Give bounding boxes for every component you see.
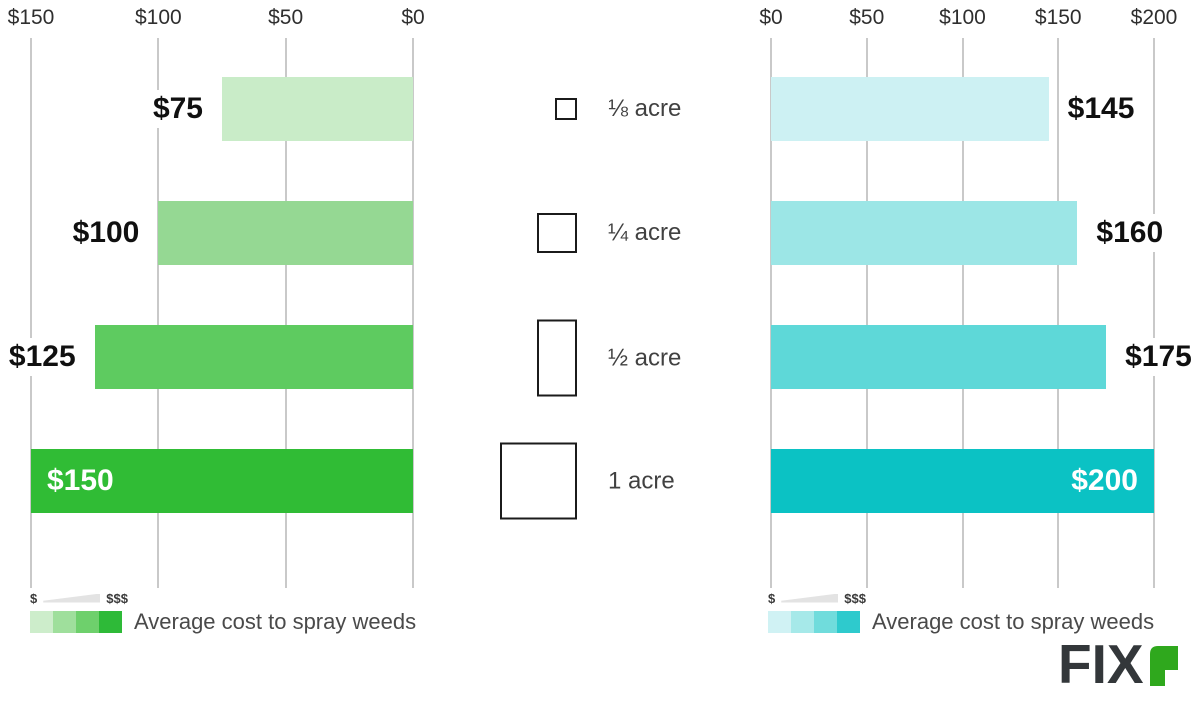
legend-swatch bbox=[30, 611, 53, 633]
size-key-label: 1 acre bbox=[608, 467, 675, 494]
gridline bbox=[412, 38, 414, 588]
gridline bbox=[284, 38, 287, 588]
bar-½-acre bbox=[771, 325, 1107, 389]
legend-row: Average cost to spray weeds bbox=[768, 609, 1154, 635]
fixr-logo: FIX bbox=[1058, 633, 1178, 695]
fixr-logo-text: FIX bbox=[1058, 633, 1144, 695]
bar-¼-acre bbox=[158, 201, 413, 265]
legend-row: Average cost to spray weeds bbox=[30, 609, 416, 635]
fixr-r-glyph bbox=[1149, 646, 1178, 686]
bar-value-label: $145 bbox=[1061, 90, 1141, 128]
price-scale: $ $$$ bbox=[768, 590, 1154, 606]
price-max-label: $$$ bbox=[844, 590, 866, 606]
legend-caption: Average cost to spray weeds bbox=[134, 609, 417, 634]
square-slot bbox=[500, 213, 577, 253]
bar-⅛-acre bbox=[222, 77, 413, 141]
bar-⅛-acre bbox=[771, 77, 1049, 141]
axis-tick-label: $100 bbox=[939, 6, 986, 29]
color-swatches bbox=[30, 611, 122, 633]
price-min-label: $ bbox=[30, 590, 38, 606]
size-key-label: ¼ acre bbox=[608, 219, 682, 246]
bar-value-label: $175 bbox=[1119, 338, 1198, 376]
square-slot bbox=[500, 319, 577, 397]
color-swatches bbox=[768, 611, 860, 633]
legend-swatch bbox=[53, 611, 76, 633]
bar-¼-acre bbox=[771, 201, 1078, 265]
price-wedge-icon bbox=[781, 593, 839, 603]
legend-swatch bbox=[76, 611, 99, 633]
gridline bbox=[865, 38, 868, 588]
bar-1-acre bbox=[31, 449, 413, 513]
size-key-label: ⅛ acre bbox=[608, 95, 682, 122]
size-key-row: ½ acre bbox=[500, 319, 780, 397]
axis-tick-label: $0 bbox=[759, 6, 783, 29]
legend-swatch bbox=[791, 611, 814, 633]
half-acre-square-icon bbox=[537, 319, 577, 397]
bar-½-acre bbox=[94, 325, 413, 389]
bar-value-label: $75 bbox=[146, 90, 209, 128]
axis-tick-label: $100 bbox=[134, 6, 182, 29]
gridline bbox=[1057, 38, 1060, 588]
square-slot bbox=[500, 98, 577, 120]
bar-value-label: $200 bbox=[1071, 464, 1138, 497]
legend-swatch bbox=[768, 611, 791, 633]
bar-value-label: $150 bbox=[47, 464, 114, 497]
size-key-row: ⅛ acre bbox=[500, 95, 780, 123]
gridline bbox=[961, 38, 964, 588]
legend-swatch bbox=[837, 611, 860, 633]
legend-swatch bbox=[814, 611, 837, 633]
bar-value-label: $100 bbox=[66, 214, 146, 252]
price-max-label: $$$ bbox=[106, 590, 128, 606]
bar-value-label: $160 bbox=[1090, 214, 1170, 252]
gridline bbox=[157, 38, 160, 588]
legend-swatch bbox=[99, 611, 122, 633]
price-min-label: $ bbox=[768, 590, 776, 606]
square-slot bbox=[500, 442, 577, 520]
legend-caption: Average cost to spray weeds bbox=[872, 609, 1155, 634]
gridline bbox=[30, 38, 32, 588]
quarter-acre-square-icon bbox=[537, 213, 577, 253]
axis-tick-label: $150 bbox=[1034, 6, 1082, 29]
axis-tick-label: $0 bbox=[401, 6, 425, 29]
fixr-r-icon bbox=[1149, 646, 1178, 686]
axis-tick-label: $50 bbox=[268, 6, 304, 29]
one-acre-square-icon bbox=[500, 442, 577, 520]
gridline bbox=[1153, 38, 1155, 588]
bar-1-acre bbox=[771, 449, 1154, 513]
size-key-label: ½ acre bbox=[608, 344, 682, 371]
axis-tick-label: $50 bbox=[849, 6, 885, 29]
size-key-row: 1 acre bbox=[500, 442, 780, 520]
price-scale: $ $$$ bbox=[30, 590, 416, 606]
gridline bbox=[770, 38, 772, 588]
legend-left: $ $$$ Average cost to spray weeds bbox=[30, 590, 416, 635]
size-key-row: ¼ acre bbox=[500, 213, 780, 253]
legend-right: $ $$$ Average cost to spray weeds bbox=[768, 590, 1154, 635]
axis-tick-label: $150 bbox=[7, 6, 55, 29]
bar-value-label: $125 bbox=[2, 338, 82, 376]
eighth-acre-square-icon bbox=[555, 98, 577, 120]
axis-tick-label: $200 bbox=[1130, 6, 1178, 29]
price-wedge-icon bbox=[43, 593, 101, 603]
